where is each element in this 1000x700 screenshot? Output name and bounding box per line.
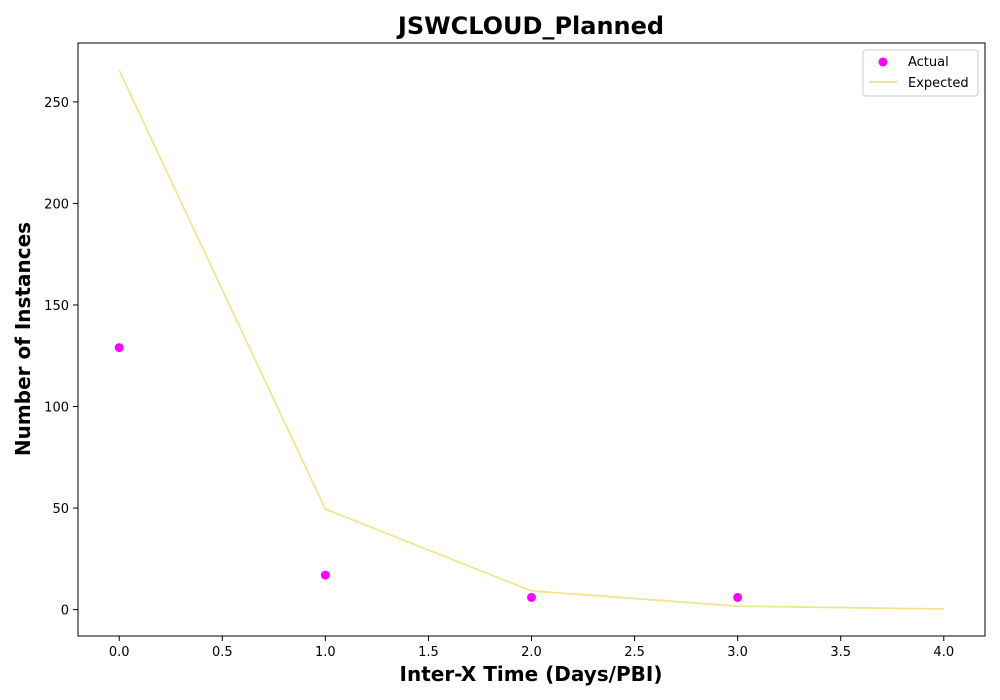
legend: Actual Expected — [862, 49, 979, 97]
y-tick-label: 150 — [44, 299, 69, 314]
x-tick-label: 2.0 — [521, 645, 542, 660]
y-axis: 0 50 100 150 200 250 — [44, 96, 78, 619]
plot-area — [114, 70, 944, 610]
legend-expected-label: Expected — [908, 76, 969, 91]
x-axis-label: Inter-X Time (Days/PBI) — [400, 662, 663, 686]
x-axis: 0.0 0.5 1.0 1.5 2.0 2.5 3.0 3.5 4.0 — [109, 636, 954, 660]
y-tick-label: 200 — [44, 197, 69, 212]
actual-data-point — [114, 343, 124, 353]
y-axis-label: Number of Instances — [11, 222, 35, 456]
legend-actual-label: Actual — [908, 55, 949, 70]
x-tick-label: 1.5 — [418, 645, 439, 660]
y-tick-label: 0 — [61, 604, 69, 619]
actual-data-point — [320, 570, 330, 580]
expected-series-line — [118, 70, 944, 610]
x-tick-label: 0.5 — [212, 645, 233, 660]
y-tick-label: 250 — [44, 96, 69, 111]
x-tick-label: 3.0 — [727, 645, 748, 660]
x-tick-label: 4.0 — [933, 645, 954, 660]
x-tick-label: 1.0 — [315, 645, 336, 660]
chart-title: JSWCLOUD_Planned — [396, 12, 664, 40]
actual-data-point — [733, 592, 743, 602]
y-tick-label: 50 — [52, 502, 69, 517]
y-tick-label: 100 — [44, 401, 69, 416]
x-tick-label: 3.5 — [830, 645, 851, 660]
actual-data-point — [527, 592, 536, 602]
x-tick-label: 2.5 — [624, 645, 645, 660]
x-tick-label: 0.0 — [109, 645, 130, 660]
legend-actual-marker — [878, 57, 888, 67]
legend-box — [862, 49, 979, 97]
